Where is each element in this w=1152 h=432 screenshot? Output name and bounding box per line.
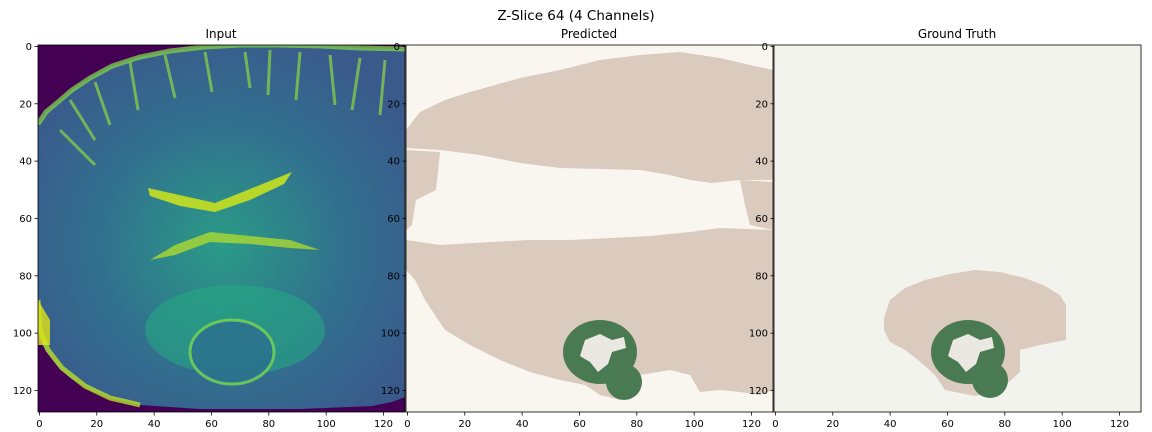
x-tick-label: 120 [1110,419,1129,430]
bright-band-lower [150,232,320,260]
y-tick-label: 20 [755,99,768,110]
y-tick-label: 120 [13,386,32,397]
axis-ticks-ground-truth: 0 20 40 60 80 100 120 0 20 40 60 80 100 120 [749,42,1129,430]
y-tick-label: 120 [381,386,400,397]
x-tick-label: 0 [404,419,410,430]
x-tick-label: 0 [772,419,778,430]
x-tick-label: 0 [36,419,42,430]
x-tick-label: 20 [90,419,103,430]
figure-title: Z-Slice 64 (4 Channels) [497,8,654,24]
panel-predicted: Predicted 0 20 40 60 80 100 120 0 20 40 60 80 100 120 [381,27,774,430]
panel-ground-truth: Ground Truth 0 20 40 60 80 100 120 0 20 40 60 80 100… [749,27,1142,430]
y-tick-label: 40 [387,157,400,168]
y-tick-label: 100 [749,329,768,340]
y-tick-label: 80 [19,271,32,282]
input-image [38,45,405,412]
axes-frame-input [37,44,406,413]
y-tick-label: 100 [13,329,32,340]
panel-title-input: Input [205,27,236,41]
y-tick-label: 20 [387,99,400,110]
y-tick-label: 60 [755,214,768,225]
brain-mask-upper [406,52,773,183]
x-tick-label: 40 [516,419,529,430]
cortical-rim [38,45,405,126]
y-tick-label: 40 [19,157,32,168]
y-tick-label: 60 [387,214,400,225]
x-tick-label: 20 [826,419,839,430]
axes-frame-predicted [405,44,774,413]
y-tick-label: 0 [394,42,400,53]
axis-ticks-input: 0 20 40 60 80 100 120 0 20 40 60 80 100 120 [13,42,393,430]
x-tick-label: 80 [262,419,275,430]
y-tick-label: 60 [19,214,32,225]
y-tick-label: 0 [762,42,768,53]
y-tick-label: 80 [755,271,768,282]
x-tick-label: 100 [317,419,336,430]
x-tick-label: 80 [630,419,643,430]
y-tick-label: 0 [26,42,32,53]
gt-tumor-core [948,334,994,372]
y-tick-label: 40 [755,157,768,168]
panel-title-predicted: Predicted [561,27,617,41]
cerebellum [188,318,276,386]
gyri [58,49,387,167]
mask-hole [537,175,578,193]
x-tick-label: 60 [573,419,586,430]
gt-tumor-extension [972,362,1008,398]
brain-mask-lower [406,228,773,400]
y-tick-label: 80 [387,271,400,282]
x-tick-label: 80 [998,419,1011,430]
ground-truth-image [774,45,1141,412]
axis-ticks-predicted: 0 20 40 60 80 100 120 0 20 40 60 80 100 120 [381,42,761,430]
x-tick-label: 100 [1053,419,1072,430]
brain-mask-left [406,150,440,230]
x-tick-label: 20 [458,419,471,430]
tumor-core [580,334,626,372]
x-tick-label: 120 [742,419,761,430]
x-tick-label: 60 [941,419,954,430]
y-tick-label: 20 [19,99,32,110]
y-tick-label: 120 [749,386,768,397]
predicted-image [406,45,773,412]
x-tick-label: 40 [148,419,161,430]
x-tick-label: 100 [685,419,704,430]
brain-mask-right [740,180,773,230]
bright-band [148,172,292,212]
tumor-extension [606,364,642,400]
panel-title-ground-truth: Ground Truth [918,27,996,41]
x-tick-label: 40 [884,419,897,430]
axes-frame-ground-truth [773,44,1142,413]
panel-input: Input 0 20 40 60 80 100 120 0 20 40 60 80 100 [13,27,406,430]
x-tick-label: 60 [205,419,218,430]
bright-edge [38,300,50,345]
y-tick-label: 100 [381,329,400,340]
x-tick-label: 120 [374,419,393,430]
